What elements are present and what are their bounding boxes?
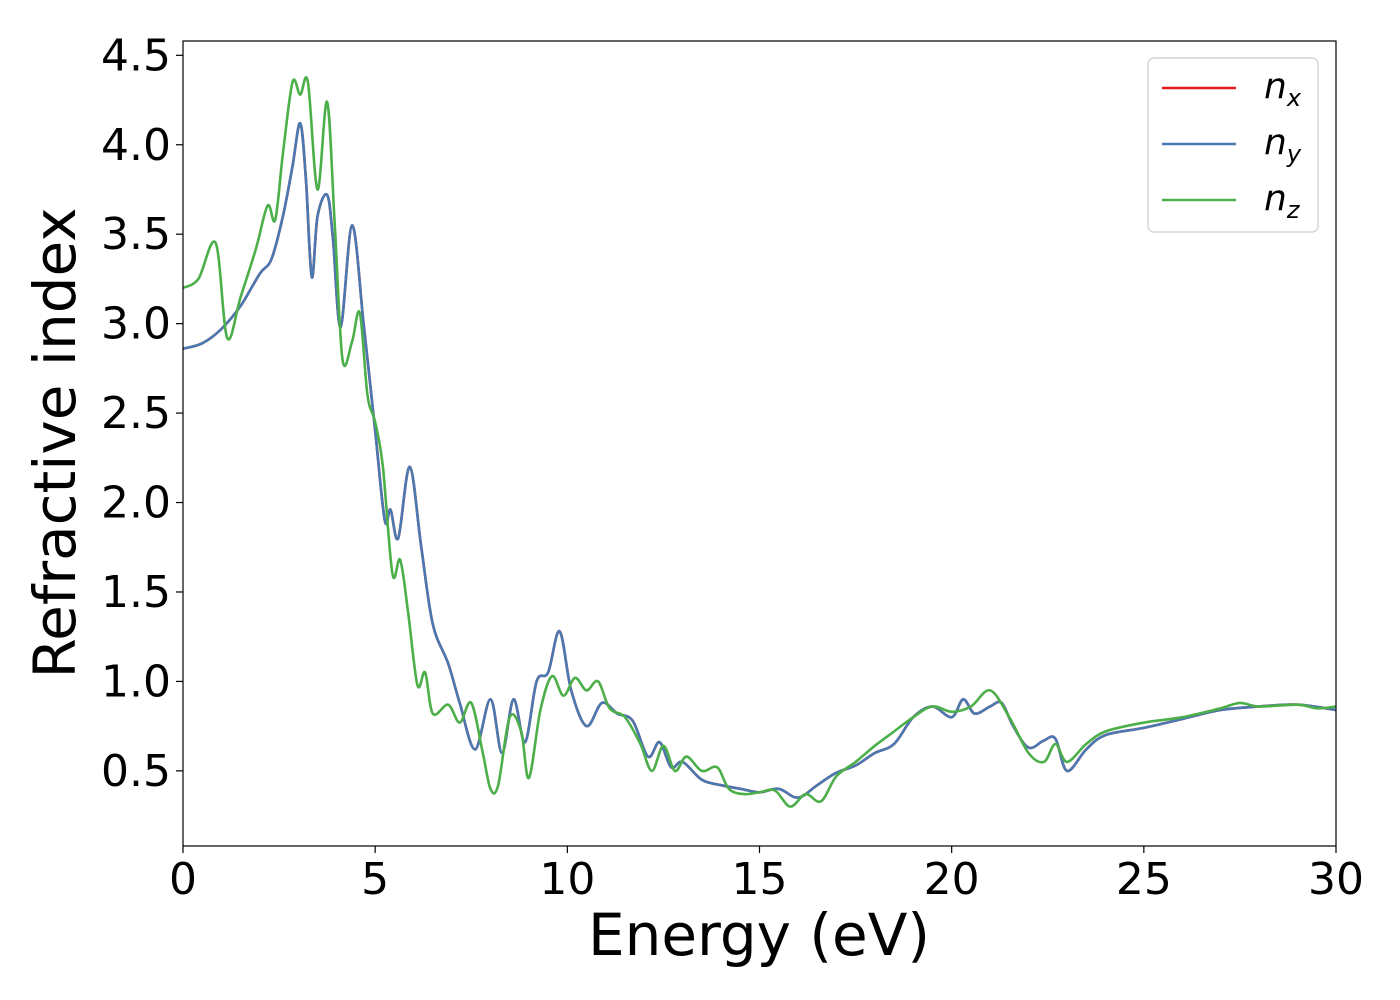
x-tick-label: 10 xyxy=(539,854,595,905)
x-tick-label: 15 xyxy=(732,854,788,905)
x-tick-label: 0 xyxy=(169,854,197,905)
x-axis-label: Energy (eV) xyxy=(588,901,930,969)
plot-area xyxy=(183,41,1336,846)
y-tick-label: 0.5 xyxy=(101,746,171,797)
x-tick-label: 20 xyxy=(924,854,980,905)
y-axis-ticks: 0.5 1.0 1.5 2.0 2.5 3.0 3.5 4.0 4.5 xyxy=(101,30,183,797)
x-tick-label: 5 xyxy=(361,854,389,905)
y-tick-label: 3.0 xyxy=(101,299,171,350)
legend-label-y: ny xyxy=(1264,122,1302,168)
y-tick-label: 3.5 xyxy=(101,209,171,260)
x-axis-ticks: 0 5 10 15 20 25 30 xyxy=(169,846,1364,905)
x-tick-label: 30 xyxy=(1308,854,1364,905)
y-tick-label: 1.0 xyxy=(101,656,171,707)
y-tick-label: 2.5 xyxy=(101,388,171,439)
series-lines xyxy=(182,76,1337,808)
y-axis-label: Refractive index xyxy=(21,207,89,678)
y-tick-label: 1.5 xyxy=(101,567,171,618)
x-tick-label: 25 xyxy=(1116,854,1172,905)
y-tick-label: 2.0 xyxy=(101,478,171,529)
y-tick-label: 4.5 xyxy=(101,30,171,81)
series-line-z xyxy=(182,76,1337,808)
y-tick-label: 4.0 xyxy=(101,120,171,171)
